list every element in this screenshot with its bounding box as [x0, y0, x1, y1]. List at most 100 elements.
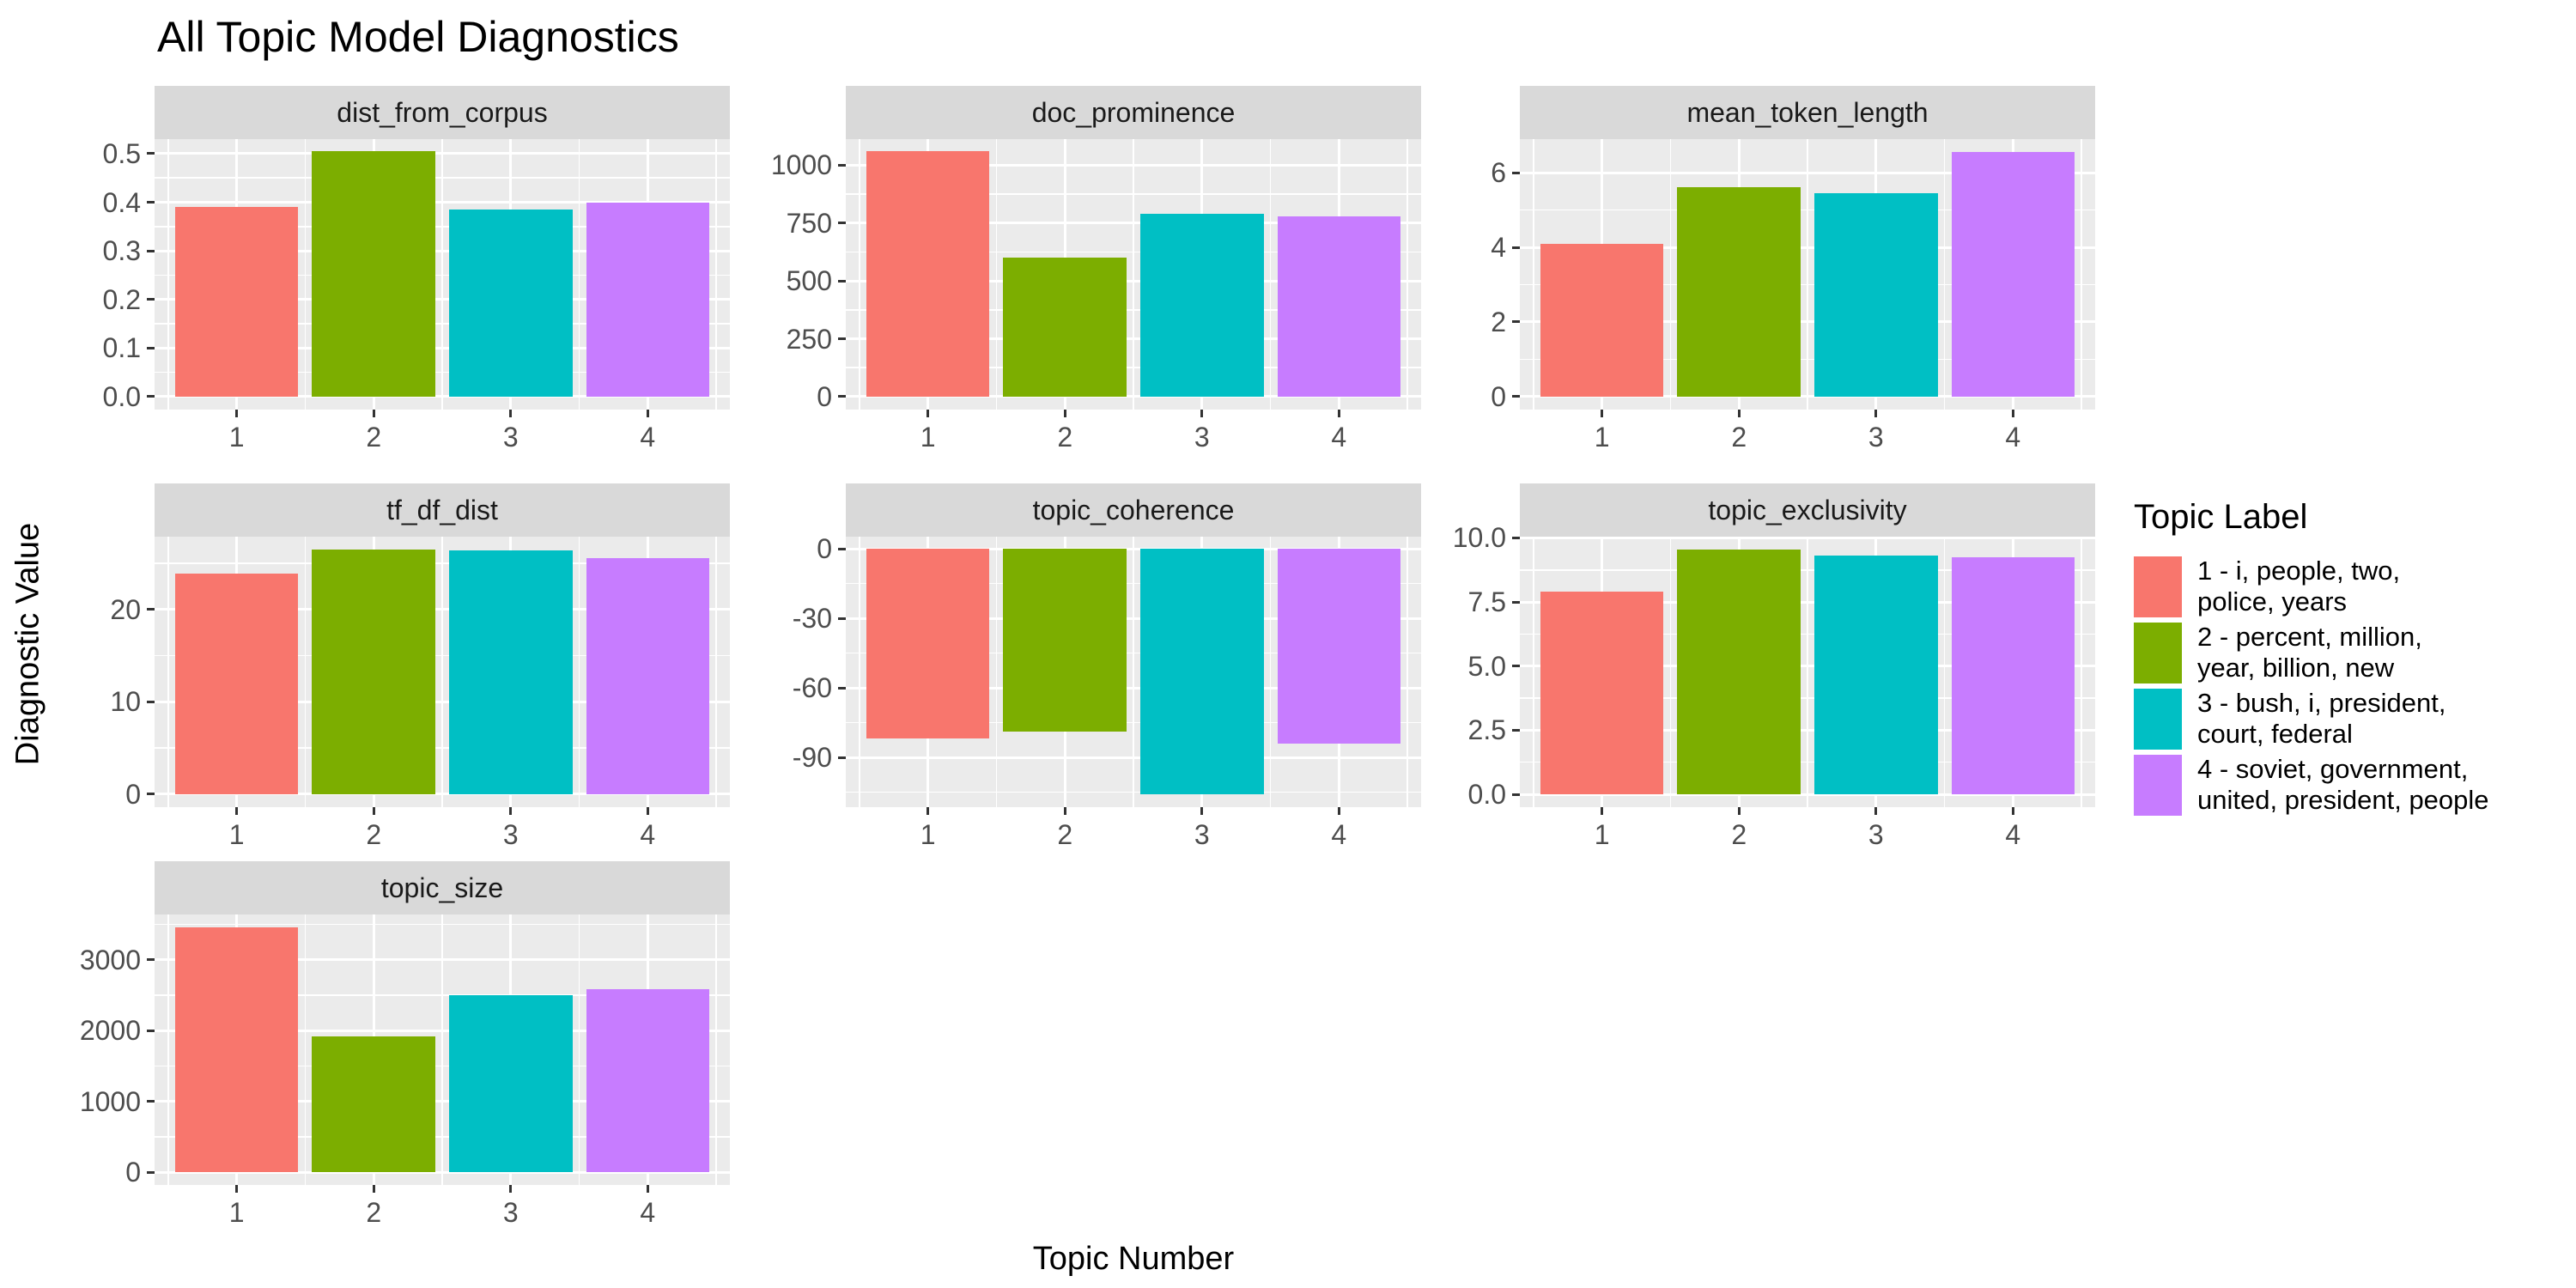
- bar-topic-1: [1540, 243, 1664, 397]
- x-tick-label: 3: [1868, 422, 1884, 453]
- x-tick-label: 4: [1331, 422, 1347, 453]
- gridline-minor: [1269, 537, 1272, 807]
- y-tickmark: [147, 201, 155, 204]
- y-tickmark: [838, 547, 846, 550]
- gridline-minor: [715, 139, 717, 410]
- facet-title: topic_coherence: [1032, 494, 1235, 526]
- y-tick-label: 0: [125, 778, 141, 810]
- bar-topic-1: [174, 927, 299, 1172]
- x-tick-label: 3: [502, 1197, 519, 1228]
- x-tick-label: 1: [1594, 819, 1610, 850]
- y-tick-label: 10: [110, 686, 141, 718]
- facet-panel: [1520, 537, 2095, 807]
- facet-strip: doc_prominence: [846, 86, 1421, 139]
- y-tick-label: 250: [786, 323, 832, 355]
- x-tick-label: 4: [640, 1197, 656, 1228]
- bar-topic-4: [1951, 152, 2075, 397]
- x-tick-label: 1: [1594, 422, 1610, 453]
- y-tick-label: 1000: [770, 149, 832, 181]
- x-tickmark: [646, 1185, 649, 1193]
- x-tick-label: 4: [640, 819, 656, 850]
- y-tickmark: [147, 958, 155, 962]
- facet-panel: [155, 537, 730, 807]
- y-tickmark: [147, 608, 155, 611]
- x-tick-label: 2: [366, 819, 382, 850]
- x-tick-label: 1: [228, 422, 245, 453]
- page-title: All Topic Model Diagnostics: [157, 13, 679, 61]
- facet-dist_from_corpus: dist_from_corpus 0.0 0.1 0.2 0.3 0.4 0.5 1 2 3 4: [103, 86, 730, 451]
- x-tick-label: 3: [1194, 422, 1210, 453]
- y-tick-label: -90: [792, 742, 832, 774]
- gridline-minor: [1133, 139, 1134, 410]
- bar-topic-2: [1003, 549, 1127, 732]
- facet-title: dist_from_corpus: [337, 96, 548, 128]
- gridline-minor: [167, 914, 169, 1185]
- facet-panel: [155, 914, 730, 1185]
- x-tick-label: 1: [228, 1197, 245, 1228]
- y-tickmark: [838, 686, 846, 690]
- facet-strip: mean_token_length: [1520, 86, 2095, 139]
- legend-swatch: [2134, 688, 2182, 750]
- bar-topic-4: [586, 989, 710, 1172]
- gridline-minor: [859, 139, 860, 410]
- y-tickmark: [1512, 665, 1520, 668]
- x-tickmark: [927, 410, 930, 417]
- y-tickmark: [1512, 320, 1520, 324]
- y-tick-label: 5.0: [1467, 650, 1506, 682]
- y-tick-label: 0.2: [102, 283, 141, 315]
- legend-item-label: 3 - bush, i, president, court, federal: [2197, 688, 2446, 749]
- x-tickmark: [235, 1185, 239, 1193]
- facet-title: topic_exclusivity: [1708, 494, 1907, 526]
- x-tick-label: 3: [1868, 819, 1884, 850]
- gridline-minor: [441, 914, 443, 1185]
- gridline-minor: [1406, 537, 1408, 807]
- gridline-minor: [1406, 139, 1408, 410]
- legend-title: Topic Label: [2134, 498, 2308, 536]
- gridline-minor: [715, 914, 717, 1185]
- legend-item-label: 2 - percent, million, year, billion, new: [2197, 622, 2422, 683]
- gridline-minor: [715, 537, 717, 807]
- x-tick-label: 2: [366, 1197, 382, 1228]
- facet-strip: tf_df_dist: [155, 483, 730, 537]
- x-tickmark: [1737, 410, 1741, 417]
- facet-title: mean_token_length: [1686, 96, 1929, 128]
- bar-topic-4: [586, 557, 710, 794]
- bar-topic-2: [312, 1036, 435, 1172]
- y-tick-label: 750: [786, 207, 832, 239]
- facet-panel: [1520, 139, 2095, 410]
- bar-topic-1: [174, 574, 299, 794]
- bar-topic-3: [448, 550, 573, 794]
- bar-topic-4: [586, 202, 710, 397]
- y-tick-label: 0: [1491, 380, 1506, 412]
- gridline-minor: [304, 537, 307, 807]
- gridline-minor: [304, 914, 307, 1185]
- x-tickmark: [372, 1185, 375, 1193]
- gridline-minor: [578, 537, 580, 807]
- x-tick-label: 4: [640, 422, 656, 453]
- facet-topic_coherence: topic_coherence -90 -60 -30 0 1 2 3 4: [793, 483, 1421, 848]
- gridline-minor: [1533, 537, 1534, 807]
- gridline-minor: [1669, 537, 1672, 807]
- facet-mean_token_length: mean_token_length 0 2 4 6 1 2 3 4: [1491, 86, 2095, 451]
- y-tick-label: 500: [786, 265, 832, 297]
- y-tickmark: [838, 617, 846, 620]
- gridline-minor: [995, 537, 998, 807]
- bar-topic-2: [1677, 187, 1801, 397]
- facet-topic_exclusivity: topic_exclusivity 0.0 2.5 5.0 7.5 10.0 1 2 3 4: [1453, 483, 2095, 848]
- bar-topic-1: [174, 207, 299, 397]
- y-tick-label: 0: [817, 380, 832, 412]
- x-tickmark: [509, 410, 513, 417]
- x-tick-label: 2: [1731, 422, 1747, 453]
- y-tickmark: [1512, 171, 1520, 174]
- legend-swatch: [2134, 622, 2182, 683]
- facet-strip: topic_exclusivity: [1520, 483, 2095, 537]
- gridline-minor: [441, 537, 443, 807]
- y-tick-label: 4: [1491, 232, 1506, 263]
- y-tick-label: 0.4: [102, 186, 141, 218]
- x-tick-label: 1: [920, 819, 936, 850]
- y-tick-label: 0.5: [102, 137, 141, 169]
- bar-topic-1: [866, 151, 990, 397]
- gridline-minor: [304, 139, 307, 410]
- facet-title: topic_size: [380, 872, 504, 903]
- gridline-minor: [441, 139, 443, 410]
